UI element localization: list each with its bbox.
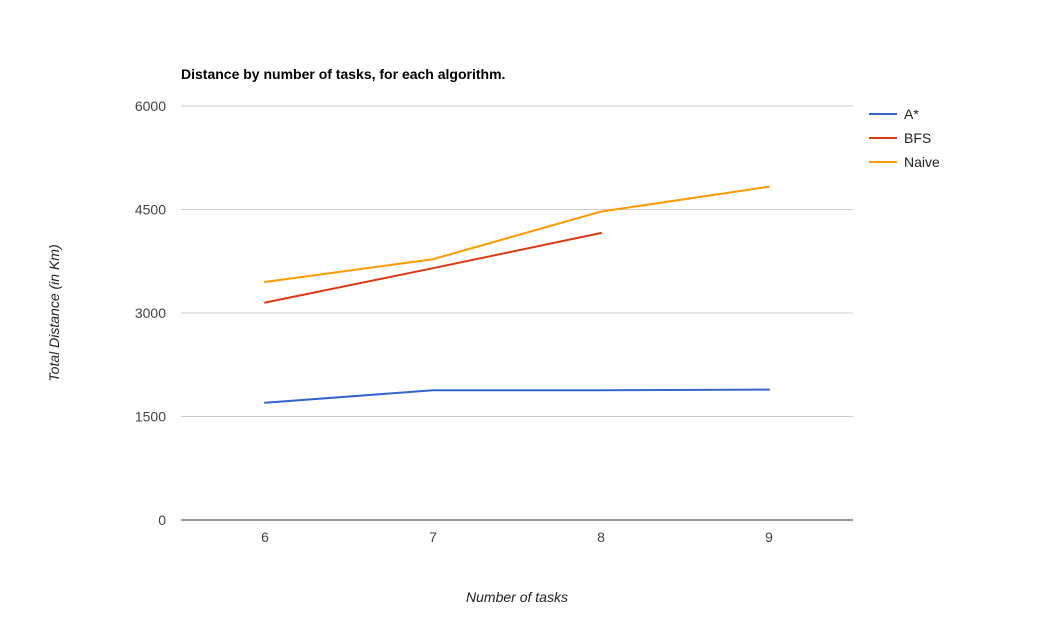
x-tick-label: 7 <box>429 529 437 545</box>
legend-label: BFS <box>904 130 931 146</box>
y-tick-label: 1500 <box>135 409 166 425</box>
legend-label: A* <box>904 106 919 122</box>
y-axis-title: Total Distance (in Km) <box>46 244 62 381</box>
series-line-naive <box>264 185 770 283</box>
y-tick-label: 6000 <box>135 98 166 114</box>
y-axis-ticks: 0 1500 3000 4500 6000 <box>135 98 166 528</box>
series-line-bfs <box>264 232 602 304</box>
y-tick-label: 0 <box>158 512 166 528</box>
x-tick-label: 9 <box>765 529 773 545</box>
y-tick-label: 4500 <box>135 202 166 218</box>
gridlines <box>181 105 853 521</box>
x-axis-title: Number of tasks <box>466 589 568 605</box>
legend: A* BFS Naive <box>869 106 940 170</box>
series-line-a <box>264 388 770 404</box>
y-tick-label: 3000 <box>135 305 166 321</box>
x-axis-ticks: 6 7 8 9 <box>261 529 773 545</box>
series-lines <box>264 185 770 404</box>
x-tick-label: 6 <box>261 529 269 545</box>
legend-label: Naive <box>904 154 940 170</box>
x-tick-label: 8 <box>597 529 605 545</box>
chart-title: Distance by number of tasks, for each al… <box>181 66 505 82</box>
